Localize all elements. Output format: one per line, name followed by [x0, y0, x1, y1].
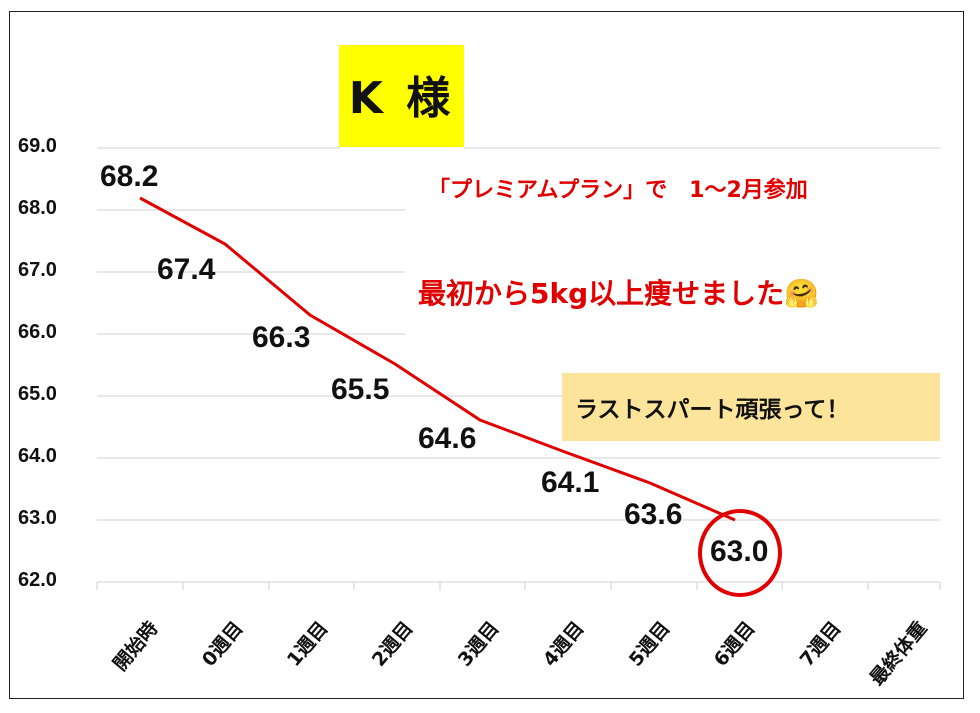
gridlines [97, 147, 940, 583]
data-label: 64.6 [418, 422, 477, 455]
result-note-text: 最初から5kg以上痩せました [418, 277, 785, 310]
y-tick: 68.0 [18, 197, 57, 219]
title-highlight [339, 45, 464, 147]
y-tick: 62.0 [18, 569, 57, 591]
y-tick: 63.0 [18, 507, 57, 529]
y-tick: 65.0 [18, 383, 57, 405]
callout-box [562, 373, 940, 441]
data-label: 67.4 [157, 253, 216, 286]
chart-title: K 様 [348, 73, 455, 124]
y-tick: 66.0 [18, 321, 57, 343]
data-label: 65.5 [331, 373, 390, 406]
chart-frame [9, 11, 964, 699]
y-tick: 67.0 [18, 259, 57, 281]
callout-text: ラストスパート頑張って！ [575, 397, 850, 423]
x-axis-ticks [96, 582, 941, 590]
highlight-circle [698, 509, 782, 597]
plan-note: 「プレミアムプラン」で 1〜2月参加 [428, 178, 808, 203]
data-label-highlighted: 63.0 [710, 535, 769, 568]
result-note: 最初から5kg以上痩せました🤗 [418, 272, 819, 312]
weight-line [139, 196, 736, 522]
data-label: 64.1 [541, 466, 600, 499]
y-tick: 69.0 [18, 135, 57, 157]
hugging-face-icon: 🤗 [784, 277, 820, 310]
y-tick: 64.0 [18, 445, 57, 467]
data-label: 66.3 [252, 321, 311, 354]
data-label: 68.2 [100, 160, 159, 193]
data-label: 63.6 [624, 498, 683, 531]
